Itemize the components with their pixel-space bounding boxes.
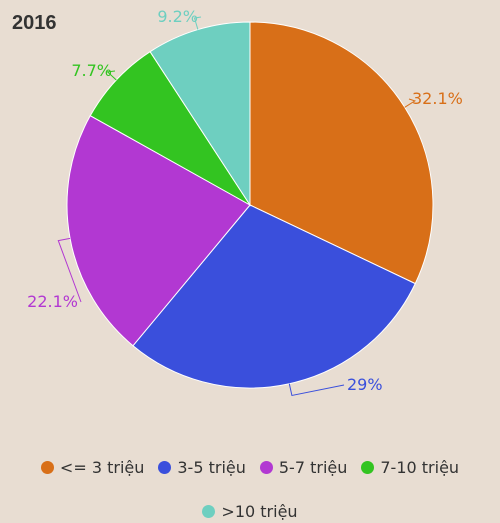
chart-title: 2016 — [12, 12, 57, 34]
label-connector-1 — [404, 98, 417, 108]
legend-dot-icon — [40, 460, 54, 474]
data-label-2: 29% — [347, 375, 383, 394]
legend-item-2[interactable]: 3-5 triệu — [158, 455, 246, 479]
data-label-4: 7.7% — [71, 61, 112, 80]
legend: <= 3 triệu 3-5 triệu 5-7 triệu 7-10 triệu >1… — [0, 455, 500, 523]
legend-item-3[interactable]: 5-7 triệu — [259, 455, 348, 479]
legend-dot-icon — [259, 460, 273, 474]
label-connector-4 — [106, 70, 117, 81]
legend-dot-icon — [158, 460, 172, 474]
data-label-1: 32.1% — [412, 89, 463, 108]
legend-label: >10 triệu — [221, 501, 298, 521]
label-connector-5 — [193, 16, 202, 30]
legend-dot-icon — [361, 460, 375, 474]
legend-label: 3-5 triệu — [177, 457, 246, 477]
data-label-3: 22.1% — [27, 292, 78, 311]
legend-item-4[interactable]: 7-10 triệu — [361, 455, 459, 479]
legend-item-5[interactable]: >10 triệu — [202, 499, 298, 523]
legend-label: 5-7 triệu — [278, 457, 348, 477]
pie-slice-2[interactable] — [132, 204, 416, 389]
pie-chart: 32.1% 29% 22.1% 7.7% 9.2% — [27, 7, 463, 397]
legend-label: 7-10 triệu — [380, 457, 460, 477]
label-connector-3 — [57, 237, 82, 303]
label-connector-2 — [288, 383, 345, 397]
data-label-5: 9.2% — [157, 7, 198, 26]
legend-label: <= 3 triệu — [59, 457, 145, 477]
pie-slice-3[interactable] — [66, 114, 251, 347]
legend-item-1[interactable]: <= 3 triệu — [40, 455, 145, 479]
legend-dot-icon — [202, 504, 216, 518]
pie-slice-1[interactable] — [249, 21, 434, 285]
